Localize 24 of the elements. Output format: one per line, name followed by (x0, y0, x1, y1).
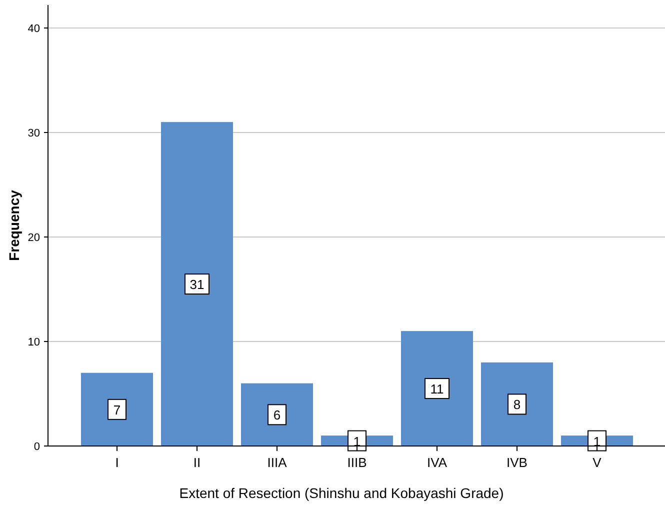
x-axis-title: Extent of Resection (Shinshu and Kobayashi Grade) (179, 485, 504, 501)
y-tick-label: 20 (28, 232, 40, 244)
y-tick-label: 30 (28, 127, 40, 140)
y-tick-label: 10 (28, 336, 40, 348)
x-tick-label: IIIB (347, 455, 367, 470)
bar (481, 362, 553, 446)
data-label: 8 (513, 397, 521, 412)
y-tick-label: 0 (34, 441, 40, 453)
x-tick-label: V (592, 455, 602, 470)
data-label: 31 (190, 277, 204, 292)
data-label: 7 (113, 402, 121, 418)
x-tick-label: IVB (506, 455, 528, 470)
x-tick-label: IVA (427, 455, 448, 470)
y-axis-title: Frequency (6, 190, 22, 261)
bar (161, 122, 233, 446)
data-label: 11 (430, 382, 444, 397)
bar (241, 383, 313, 446)
x-tick-label: I (115, 455, 119, 470)
y-tick-label: 40 (28, 22, 40, 35)
bar (401, 331, 473, 446)
bar (81, 372, 153, 446)
data-label: 6 (273, 408, 281, 423)
x-tick-label: IIIA (267, 455, 288, 470)
x-tick-label: II (193, 455, 201, 470)
